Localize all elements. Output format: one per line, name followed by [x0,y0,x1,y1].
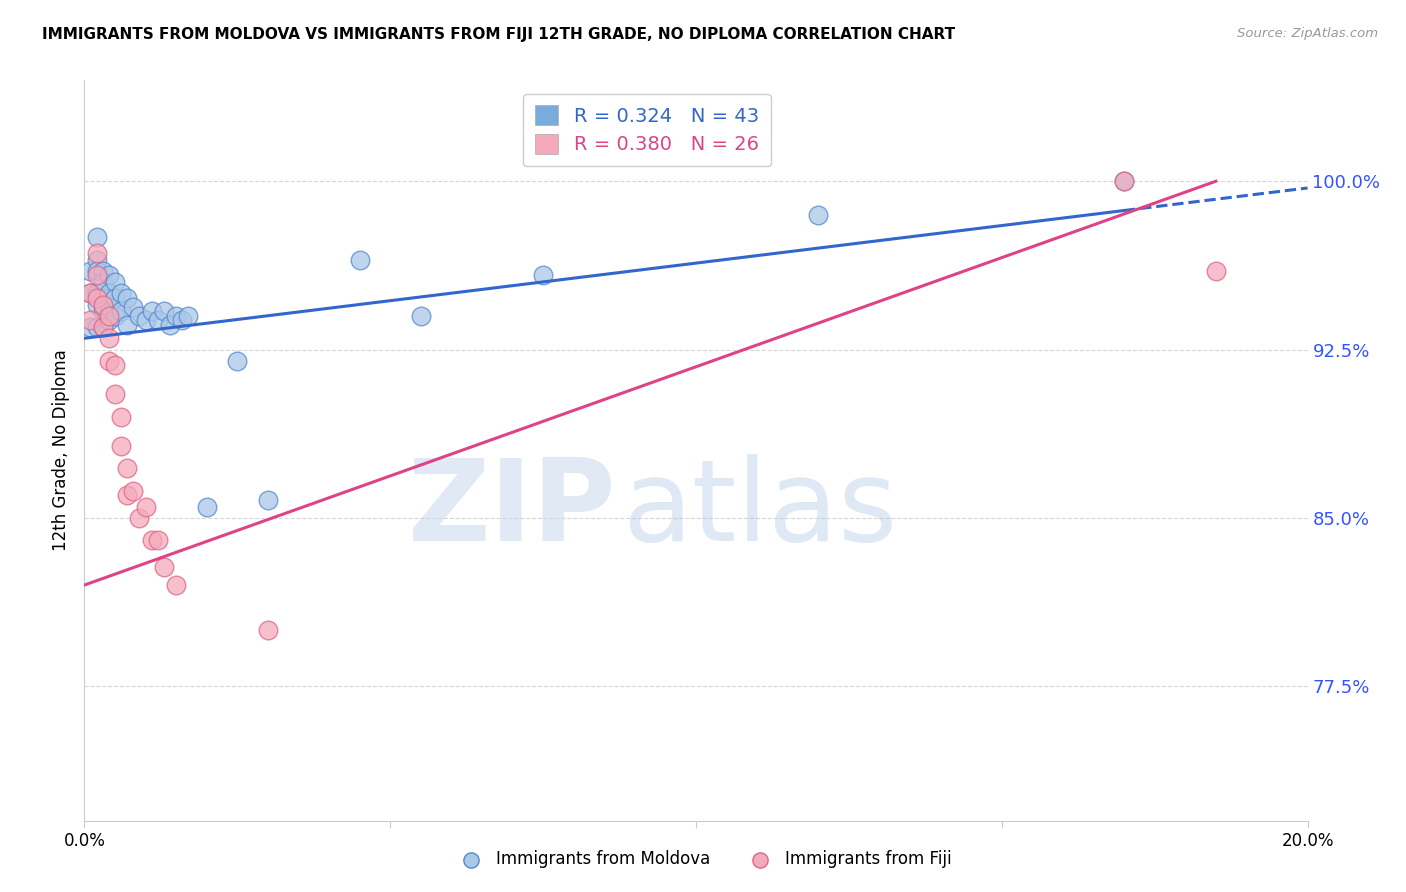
Point [91,320,114,334]
Point [86,252,108,267]
Point [97,286,120,301]
Point [86,246,108,260]
Point [1205,264,1227,278]
Point [115,461,138,475]
Point [91,304,114,318]
Point [91,320,114,334]
Point [146,313,169,327]
Point [110,439,132,453]
Point [122,300,145,314]
Point [104,387,127,401]
Point [531,268,554,283]
Point [104,291,127,305]
Point [79,286,101,301]
Point [115,291,138,305]
Point [349,252,371,267]
Point [115,318,138,332]
Text: IMMIGRANTS FROM MOLDOVA VS IMMIGRANTS FROM FIJI 12TH GRADE, NO DIPLOMA CORRELATI: IMMIGRANTS FROM MOLDOVA VS IMMIGRANTS FR… [42,27,955,42]
Point [79,264,101,278]
Point [177,309,200,323]
Point [86,286,108,301]
Point [135,500,157,514]
Point [1114,174,1136,188]
Legend: Immigrants from Moldova, Immigrants from Fiji: Immigrants from Moldova, Immigrants from… [447,844,959,875]
Point [128,309,150,323]
Point [110,286,132,301]
Point [86,268,108,283]
Point [257,492,280,507]
Point [86,230,108,244]
Point [153,304,176,318]
Text: Source: ZipAtlas.com: Source: ZipAtlas.com [1237,27,1378,40]
Point [195,500,218,514]
Point [104,309,127,323]
Y-axis label: 12th Grade, No Diploma: 12th Grade, No Diploma [52,350,70,551]
Point [91,291,114,305]
Point [86,298,108,312]
Point [1114,174,1136,188]
Point [165,309,187,323]
Point [97,331,120,345]
Text: atlas: atlas [623,454,898,566]
Legend: R = 0.324   N = 43, R = 0.380   N = 26: R = 0.324 N = 43, R = 0.380 N = 26 [523,94,770,166]
Point [97,313,120,327]
Point [128,510,150,524]
Point [165,578,187,592]
Point [97,309,120,323]
Point [104,275,127,289]
Point [807,208,830,222]
Point [79,286,101,301]
Point [79,320,101,334]
Text: ZIP: ZIP [408,454,616,566]
Point [146,533,169,548]
Point [79,313,101,327]
Point [141,304,163,318]
Point [86,264,108,278]
Point [257,623,280,637]
Point [91,275,114,289]
Point [115,488,138,502]
Point [409,309,432,323]
Point [110,409,132,424]
Point [86,291,108,305]
Point [97,353,120,368]
Point [110,304,132,318]
Point [141,533,163,548]
Point [172,313,194,327]
Point [122,483,145,498]
Point [91,298,114,312]
Point [97,300,120,314]
Point [86,320,108,334]
Point [159,318,181,332]
Point [153,560,176,574]
Point [97,268,120,283]
Point [226,353,249,368]
Point [104,358,127,372]
Point [91,264,114,278]
Point [135,313,157,327]
